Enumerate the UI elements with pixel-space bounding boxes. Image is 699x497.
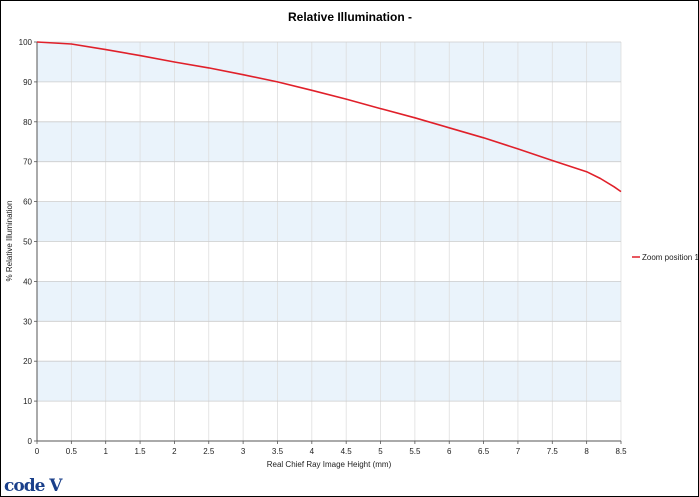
plot-band xyxy=(37,361,621,402)
x-tick-label: 7 xyxy=(516,447,521,456)
x-tick-label: 3.5 xyxy=(272,447,284,456)
x-tick-label: 1 xyxy=(103,447,108,456)
y-tick-label: 30 xyxy=(23,317,32,326)
x-tick-label: 7.5 xyxy=(547,447,559,456)
y-tick-label: 70 xyxy=(23,158,32,167)
y-tick-label: 60 xyxy=(23,198,32,207)
plot-band xyxy=(37,121,621,162)
series-lines xyxy=(36,41,622,193)
x-tick-label: 5.5 xyxy=(409,447,421,456)
y-tick-labels: 0 10 20 30 40 50 60 70 80 90 100 xyxy=(19,38,37,446)
plot-bands xyxy=(37,42,621,402)
plot-grid xyxy=(36,41,622,442)
y-tick-label: 0 xyxy=(28,437,33,446)
x-tick-label: 1.5 xyxy=(134,447,146,456)
series-line xyxy=(36,41,622,193)
y-axis-label: % Relative Illumination xyxy=(5,201,14,282)
y-tick-label: 20 xyxy=(23,357,32,366)
x-tick-label: 8.5 xyxy=(615,447,627,456)
chart-title: Relative Illumination - xyxy=(288,10,412,24)
x-axis-label: Real Chief Ray Image Height (mm) xyxy=(267,460,392,469)
plot-band xyxy=(37,201,621,242)
y-tick-label: 10 xyxy=(23,397,32,406)
plot-band xyxy=(37,42,621,82)
x-tick-label: 2 xyxy=(172,447,177,456)
x-tick-labels: 0 0.5 1 1.5 2 2.5 3 3.5 4 4.5 5 5.5 6 6.5 7 7.5 8 8.5 xyxy=(35,441,627,456)
y-tick-label: 100 xyxy=(19,38,33,47)
y-tick-label: 90 xyxy=(23,78,32,87)
x-tick-label: 3 xyxy=(241,447,246,456)
x-tick-label: 4.5 xyxy=(341,447,353,456)
y-tick-label: 40 xyxy=(23,277,32,286)
legend-label: Zoom position 1 xyxy=(642,253,698,262)
y-tick-label: 80 xyxy=(23,118,32,127)
y-tick-label: 50 xyxy=(23,238,32,247)
x-tick-label: 0 xyxy=(35,447,40,456)
x-tick-label: 0.5 xyxy=(66,447,78,456)
x-tick-label: 4 xyxy=(310,447,315,456)
x-tick-label: 8 xyxy=(584,447,589,456)
x-tick-label: 6 xyxy=(447,447,452,456)
x-tick-label: 5 xyxy=(378,447,383,456)
legend: Zoom position 1 xyxy=(632,253,698,262)
x-tick-label: 6.5 xyxy=(478,447,490,456)
codev-logo: code V xyxy=(4,476,63,496)
plot-band xyxy=(37,281,621,322)
x-tick-label: 2.5 xyxy=(203,447,215,456)
